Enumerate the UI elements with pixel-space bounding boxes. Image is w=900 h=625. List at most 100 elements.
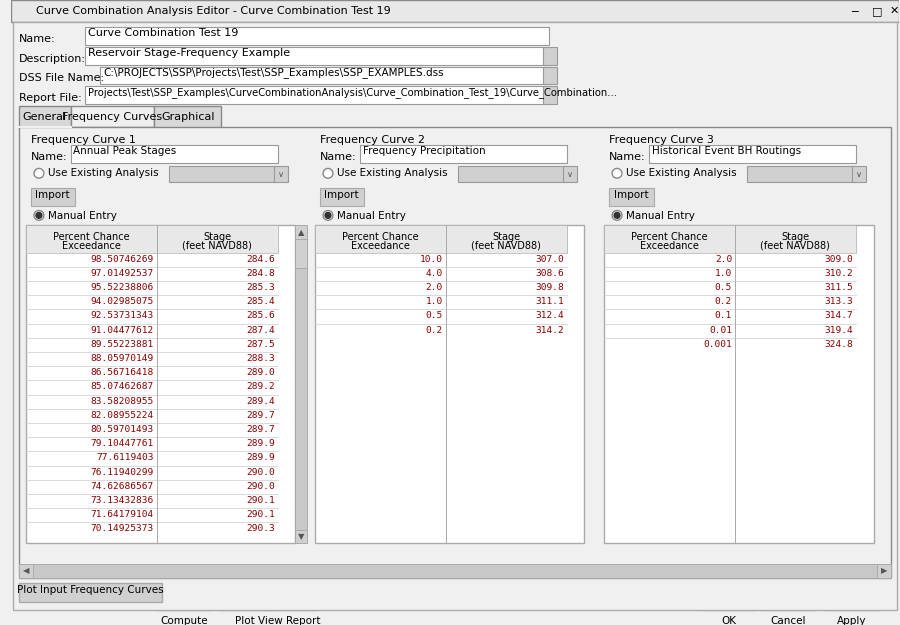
Text: Manual Entry: Manual Entry bbox=[626, 211, 695, 221]
Text: Exceedance: Exceedance bbox=[640, 241, 699, 251]
Text: (feet NAVD88): (feet NAVD88) bbox=[760, 241, 831, 251]
Text: 289.2: 289.2 bbox=[246, 382, 274, 391]
Text: Use Existing Analysis: Use Existing Analysis bbox=[48, 168, 158, 178]
Text: View Report: View Report bbox=[258, 616, 320, 625]
Bar bbox=[360, 145, 567, 162]
Bar bbox=[31, 188, 76, 206]
Text: Plot: Plot bbox=[235, 616, 255, 625]
Text: OK: OK bbox=[721, 616, 736, 625]
Bar bbox=[86, 28, 549, 45]
Bar bbox=[26, 225, 295, 543]
Text: 98.50746269: 98.50746269 bbox=[91, 254, 154, 264]
Text: 288.3: 288.3 bbox=[246, 354, 274, 363]
Text: 290.0: 290.0 bbox=[246, 482, 274, 491]
Bar bbox=[604, 225, 735, 253]
Bar bbox=[320, 188, 364, 206]
Text: ─: ─ bbox=[851, 6, 859, 16]
Bar bbox=[878, 564, 891, 578]
Text: 313.3: 313.3 bbox=[824, 297, 853, 306]
Text: 284.8: 284.8 bbox=[246, 269, 274, 278]
Text: 284.6: 284.6 bbox=[246, 254, 274, 264]
Text: 0.01: 0.01 bbox=[709, 326, 732, 334]
Text: Manual Entry: Manual Entry bbox=[48, 211, 117, 221]
Text: ∨: ∨ bbox=[277, 170, 284, 179]
Text: 2.0: 2.0 bbox=[426, 283, 443, 292]
Text: 89.55223881: 89.55223881 bbox=[91, 340, 154, 349]
Text: Frequency Curve 2: Frequency Curve 2 bbox=[320, 135, 425, 145]
Text: Manual Entry: Manual Entry bbox=[337, 211, 406, 221]
Bar bbox=[19, 564, 33, 578]
Text: 309.8: 309.8 bbox=[535, 283, 563, 292]
Text: 289.4: 289.4 bbox=[246, 396, 274, 406]
Text: 290.1: 290.1 bbox=[246, 496, 274, 505]
Bar bbox=[295, 225, 307, 239]
Bar bbox=[19, 564, 891, 578]
Text: 324.8: 324.8 bbox=[824, 340, 853, 349]
Text: 289.9: 289.9 bbox=[246, 453, 274, 462]
Text: 289.9: 289.9 bbox=[246, 439, 274, 448]
Text: □: □ bbox=[872, 6, 883, 16]
Text: 0.5: 0.5 bbox=[715, 283, 732, 292]
Bar bbox=[543, 67, 557, 84]
Bar bbox=[747, 166, 856, 182]
Text: Stage: Stage bbox=[492, 232, 520, 242]
Text: ✕: ✕ bbox=[889, 6, 899, 16]
Text: Percent Chance: Percent Chance bbox=[342, 232, 418, 242]
Text: 307.0: 307.0 bbox=[535, 254, 563, 264]
Text: ▲: ▲ bbox=[298, 228, 304, 236]
Text: 290.0: 290.0 bbox=[246, 468, 274, 476]
Text: 312.4: 312.4 bbox=[535, 311, 563, 321]
Text: ∨: ∨ bbox=[856, 170, 862, 179]
Bar bbox=[263, 612, 317, 625]
Text: Graphical: Graphical bbox=[161, 111, 215, 121]
Bar bbox=[562, 166, 577, 182]
Text: (feet NAVD88): (feet NAVD88) bbox=[183, 241, 252, 251]
Bar bbox=[70, 145, 278, 162]
Bar bbox=[169, 166, 278, 182]
Text: 0.5: 0.5 bbox=[426, 311, 443, 321]
Circle shape bbox=[612, 168, 622, 178]
Circle shape bbox=[323, 211, 333, 220]
Text: ▼: ▼ bbox=[298, 532, 304, 541]
Text: 76.11940299: 76.11940299 bbox=[91, 468, 154, 476]
Text: 97.01492537: 97.01492537 bbox=[91, 269, 154, 278]
Circle shape bbox=[614, 213, 620, 218]
Text: 0.1: 0.1 bbox=[715, 311, 732, 321]
Circle shape bbox=[36, 213, 42, 218]
Text: (feet NAVD88): (feet NAVD88) bbox=[472, 241, 541, 251]
Text: 314.2: 314.2 bbox=[535, 326, 563, 334]
Text: 80.59701493: 80.59701493 bbox=[91, 425, 154, 434]
Bar bbox=[735, 225, 856, 253]
Bar bbox=[761, 612, 815, 625]
Text: 308.6: 308.6 bbox=[535, 269, 563, 278]
Bar bbox=[295, 529, 307, 543]
Bar bbox=[604, 225, 874, 543]
Text: DSS File Name:: DSS File Name: bbox=[19, 73, 104, 83]
Text: 91.04477612: 91.04477612 bbox=[91, 326, 154, 334]
Text: 1.0: 1.0 bbox=[715, 269, 732, 278]
Text: 290.1: 290.1 bbox=[246, 510, 274, 519]
Text: Import: Import bbox=[614, 190, 648, 200]
Text: Projects\Test\SSP_Examples\CurveCombinationAnalysis\Curve_Combination_Test_19\Cu: Projects\Test\SSP_Examples\CurveCombinat… bbox=[88, 87, 617, 98]
Text: 319.4: 319.4 bbox=[824, 326, 853, 334]
Text: 289.7: 289.7 bbox=[246, 425, 274, 434]
Text: 285.4: 285.4 bbox=[246, 297, 274, 306]
Text: 290.3: 290.3 bbox=[246, 524, 274, 533]
Text: 285.6: 285.6 bbox=[246, 311, 274, 321]
Text: Use Existing Analysis: Use Existing Analysis bbox=[626, 168, 736, 178]
Text: 0.001: 0.001 bbox=[703, 340, 732, 349]
Text: 289.0: 289.0 bbox=[246, 368, 274, 377]
Bar bbox=[19, 582, 162, 602]
Text: ◀: ◀ bbox=[22, 566, 30, 575]
Text: Frequency Curve 3: Frequency Curve 3 bbox=[609, 135, 714, 145]
Circle shape bbox=[612, 211, 622, 220]
Text: 95.52238806: 95.52238806 bbox=[91, 283, 154, 292]
Text: Import: Import bbox=[325, 190, 359, 200]
Text: 85.07462687: 85.07462687 bbox=[91, 382, 154, 391]
Text: 88.05970149: 88.05970149 bbox=[91, 354, 154, 363]
Bar bbox=[19, 106, 70, 129]
Text: Report File:: Report File: bbox=[19, 93, 82, 103]
Text: Description:: Description: bbox=[19, 54, 86, 64]
Bar bbox=[100, 67, 547, 84]
Text: 309.0: 309.0 bbox=[824, 254, 853, 264]
